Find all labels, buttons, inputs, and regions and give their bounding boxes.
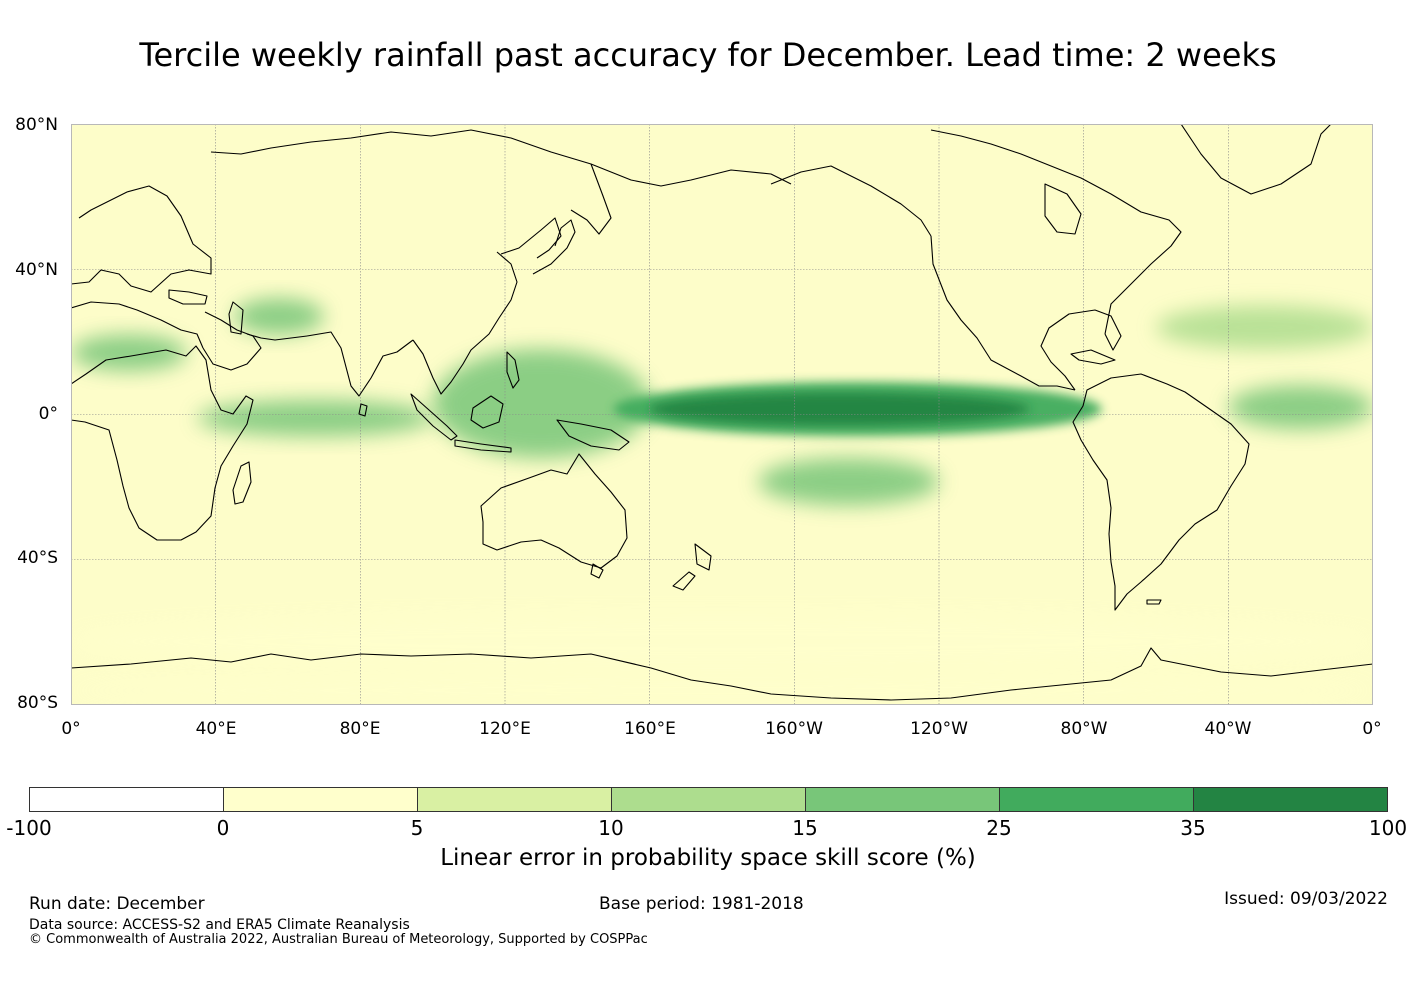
coastline-philippines: [506, 351, 520, 389]
graticule: [71, 124, 1373, 705]
coastline-gulf-of-mexico: [1040, 309, 1122, 391]
coastline-mediterranean: [71, 301, 204, 349]
copyright: © Commonwealth of Australia 2022, Austra…: [29, 932, 648, 947]
colorbar-segment: [612, 788, 806, 811]
coastline-europe: [71, 185, 212, 293]
coastline-na-east: [930, 129, 1182, 335]
colorbar-tick: 100: [1368, 816, 1408, 840]
coastline-kamchatka: [570, 163, 612, 235]
coastline-sri-lanka: [358, 403, 368, 417]
skill-region: [758, 458, 939, 506]
colorbar-segment: [418, 788, 612, 811]
skill-region: [233, 298, 325, 335]
colorbar-tick: 10: [598, 816, 624, 840]
coastline-india: [306, 331, 414, 397]
coastline-greenland: [1180, 124, 1332, 195]
coastline-persian-gulf: [246, 333, 308, 341]
coastline-new-zealand: [672, 543, 712, 591]
colorbar-tick: 0: [216, 816, 230, 840]
map-canvas: [71, 124, 1373, 705]
skill-region: [197, 399, 433, 437]
skill-region: [649, 392, 1030, 426]
lon-label-40w: 40°W: [1204, 719, 1252, 739]
coastline-tasmania: [590, 563, 604, 579]
lat-label-80s: 80°S: [17, 693, 58, 713]
lon-label-80e: 80°E: [339, 719, 381, 739]
coastline-korea: [500, 217, 562, 259]
colorbar-tick: -100: [6, 816, 52, 840]
coastline-sumatra: [410, 393, 458, 441]
skill-region: [432, 349, 650, 459]
coastline-falklands: [1146, 599, 1162, 605]
coastline-japan: [532, 219, 576, 275]
coastline-hudson-bay: [1044, 183, 1082, 235]
coastline-alaska: [770, 165, 932, 237]
lon-label-160w: 160°W: [765, 719, 823, 739]
coastline-borneo: [470, 395, 504, 429]
base-period: Base period: 1981-2018: [599, 894, 804, 914]
colorbar: [29, 787, 1388, 812]
coastline-caspian: [228, 301, 244, 335]
lat-label-40s: 40°S: [17, 548, 58, 568]
skill-region: [1156, 305, 1373, 350]
coastline-na-west: [930, 235, 1076, 391]
lon-label-80w: 80°W: [1060, 719, 1108, 739]
skill-region: [71, 334, 187, 371]
skill-region: [71, 614, 1373, 669]
colorbar-segment: [806, 788, 1000, 811]
colorbar-tick: 15: [792, 816, 818, 840]
skill-map[interactable]: [71, 124, 1373, 705]
lon-label-360: 0°: [1362, 719, 1382, 739]
coastline-south-america: [1072, 373, 1250, 611]
colorbar-segment: [1000, 788, 1194, 811]
issued-date: Issued: 09/03/2022: [1224, 889, 1388, 909]
lon-label-120e: 120°E: [479, 719, 531, 739]
colorbar-segment: [1194, 788, 1387, 811]
coastline-madagascar: [232, 461, 252, 505]
skill-region: [71, 675, 1373, 705]
coastline-new-guinea: [556, 419, 630, 451]
colorbar-segment: [224, 788, 418, 811]
coastline-arabia: [202, 311, 262, 371]
colorbar-label: Linear error in probability space skill …: [440, 845, 976, 871]
coastline-indochina: [412, 251, 518, 395]
lat-label-equator: 0°: [38, 404, 58, 424]
page-title: Tercile weekly rainfall past accuracy fo…: [139, 36, 1277, 74]
lon-label-160e: 160°E: [624, 719, 676, 739]
colorbar-tick: 25: [986, 816, 1012, 840]
coastline-africa: [71, 345, 254, 541]
lon-label-40e: 40°E: [195, 719, 237, 739]
data-source: Data source: ACCESS-S2 and ERA5 Climate …: [29, 917, 410, 933]
lat-label-80n: 80°N: [15, 115, 58, 135]
lon-label-120w: 120°W: [910, 719, 968, 739]
lat-label-40n: 40°N: [15, 260, 58, 280]
skill-fields: [71, 298, 1373, 705]
run-date: Run date: December: [29, 894, 205, 914]
lon-label-0: 0°: [61, 719, 81, 739]
coastline-java: [454, 439, 512, 453]
coastline-cuba: [1070, 349, 1116, 365]
coastline-arctic-russia: [210, 129, 792, 187]
coastline-antarctica: [71, 647, 1373, 701]
colorbar-tick: 35: [1180, 816, 1206, 840]
colorbar-segment: [30, 788, 224, 811]
skill-region: [1228, 385, 1373, 430]
coastline-black-sea: [168, 289, 208, 305]
coastline-australia: [480, 453, 628, 569]
colorbar-tick: 5: [410, 816, 424, 840]
coastlines: [71, 124, 1373, 701]
